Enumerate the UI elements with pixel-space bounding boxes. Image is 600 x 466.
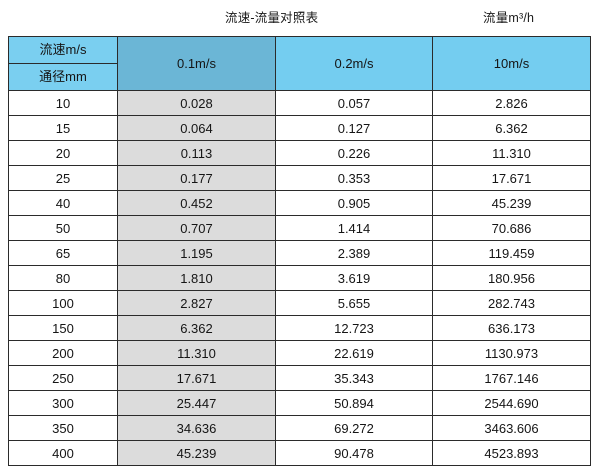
cell-flow-10ms: 17.671 <box>432 165 591 191</box>
column-header-0.1ms[interactable]: 0.1m/s <box>117 36 276 91</box>
cell-flow-10ms: 1130.973 <box>432 340 591 366</box>
cell-flow-0.1ms: 0.064 <box>117 115 276 141</box>
cell-flow-0.2ms: 50.894 <box>275 390 433 416</box>
cell-flow-0.2ms: 5.655 <box>275 290 433 316</box>
table-header-row-top: 流速m/s 0.1m/s 0.2m/s 10m/s <box>8 36 591 91</box>
cell-nominal-diameter: 250 <box>8 365 118 391</box>
cell-nominal-diameter: 20 <box>8 140 118 166</box>
cell-flow-0.2ms: 22.619 <box>275 340 433 366</box>
cell-flow-0.1ms: 25.447 <box>117 390 276 416</box>
cell-flow-0.1ms: 0.028 <box>117 90 276 116</box>
cell-flow-0.1ms: 17.671 <box>117 365 276 391</box>
table-row: 20 0.113 0.226 11.310 <box>8 140 591 166</box>
cell-nominal-diameter: 300 <box>8 390 118 416</box>
cell-flow-0.1ms: 45.239 <box>117 440 276 466</box>
table-row: 350 34.636 69.272 3463.606 <box>8 415 591 441</box>
cell-flow-10ms: 3463.606 <box>432 415 591 441</box>
cell-flow-0.1ms: 1.810 <box>117 265 276 291</box>
table-row: 200 11.310 22.619 1130.973 <box>8 340 591 366</box>
cell-nominal-diameter: 350 <box>8 415 118 441</box>
table-row: 250 17.671 35.343 1767.146 <box>8 365 591 391</box>
cell-flow-0.2ms: 35.343 <box>275 365 433 391</box>
cell-flow-0.1ms: 0.452 <box>117 190 276 216</box>
cell-flow-10ms: 282.743 <box>432 290 591 316</box>
cell-flow-10ms: 45.239 <box>432 190 591 216</box>
table-row: 65 1.195 2.389 119.459 <box>8 240 591 266</box>
corner-header-velocity: 流速m/s <box>8 36 118 64</box>
cell-flow-0.1ms: 34.636 <box>117 415 276 441</box>
cell-flow-0.1ms: 11.310 <box>117 340 276 366</box>
cell-flow-10ms: 4523.893 <box>432 440 591 466</box>
cell-flow-0.1ms: 0.113 <box>117 140 276 166</box>
table-header: 流速m/s 0.1m/s 0.2m/s 10m/s 通径mm <box>8 36 591 91</box>
table-body: 10 0.028 0.057 2.826 15 0.064 0.127 6.362 20 0.11… <box>8 90 591 466</box>
column-header-10ms[interactable]: 10m/s <box>432 36 591 91</box>
cell-flow-10ms: 2.826 <box>432 90 591 116</box>
cell-flow-0.2ms: 90.478 <box>275 440 433 466</box>
cell-nominal-diameter: 25 <box>8 165 118 191</box>
cell-flow-10ms: 2544.690 <box>432 390 591 416</box>
cell-flow-10ms: 1767.146 <box>432 365 591 391</box>
cell-nominal-diameter: 80 <box>8 265 118 291</box>
cell-flow-0.1ms: 2.827 <box>117 290 276 316</box>
cell-nominal-diameter: 50 <box>8 215 118 241</box>
cell-flow-0.1ms: 6.362 <box>117 315 276 341</box>
cell-nominal-diameter: 15 <box>8 115 118 141</box>
cell-flow-0.2ms: 0.226 <box>275 140 433 166</box>
cell-nominal-diameter: 10 <box>8 90 118 116</box>
cell-flow-10ms: 70.686 <box>432 215 591 241</box>
cell-flow-0.2ms: 12.723 <box>275 315 433 341</box>
cell-flow-0.2ms: 3.619 <box>275 265 433 291</box>
cell-flow-0.2ms: 2.389 <box>275 240 433 266</box>
cell-flow-0.2ms: 0.905 <box>275 190 433 216</box>
cell-flow-10ms: 180.956 <box>432 265 591 291</box>
cell-flow-0.1ms: 0.707 <box>117 215 276 241</box>
page-title: 流速-流量对照表 <box>225 11 319 25</box>
cell-nominal-diameter: 40 <box>8 190 118 216</box>
cell-flow-0.1ms: 1.195 <box>117 240 276 266</box>
cell-nominal-diameter: 400 <box>8 440 118 466</box>
cell-flow-10ms: 636.173 <box>432 315 591 341</box>
table-row: 40 0.452 0.905 45.239 <box>8 190 591 216</box>
table-row: 15 0.064 0.127 6.362 <box>8 115 591 141</box>
cell-flow-0.2ms: 0.057 <box>275 90 433 116</box>
table-row: 50 0.707 1.414 70.686 <box>8 215 591 241</box>
table-row: 300 25.447 50.894 2544.690 <box>8 390 591 416</box>
column-header-0.2ms[interactable]: 0.2m/s <box>275 36 433 91</box>
cell-flow-10ms: 119.459 <box>432 240 591 266</box>
cell-flow-0.1ms: 0.177 <box>117 165 276 191</box>
cell-flow-0.2ms: 69.272 <box>275 415 433 441</box>
cell-flow-0.2ms: 1.414 <box>275 215 433 241</box>
cell-nominal-diameter: 200 <box>8 340 118 366</box>
caption-strip: 流速-流量对照表 流量m³/h <box>0 0 600 36</box>
flow-rate-table: 流速m/s 0.1m/s 0.2m/s 10m/s 通径mm 10 0.028 0.… <box>8 36 591 466</box>
flow-rate-table-wrapper: 流速m/s 0.1m/s 0.2m/s 10m/s 通径mm 10 0.028 0.… <box>8 36 591 466</box>
cell-flow-0.2ms: 0.127 <box>275 115 433 141</box>
corner-header-diameter: 通径mm <box>8 63 118 91</box>
table-row: 150 6.362 12.723 636.173 <box>8 315 591 341</box>
table-header-row-bottom: 通径mm <box>8 63 591 91</box>
cell-flow-10ms: 6.362 <box>432 115 591 141</box>
table-row: 100 2.827 5.655 282.743 <box>8 290 591 316</box>
table-row: 80 1.810 3.619 180.956 <box>8 265 591 291</box>
unit-label: 流量m³/h <box>483 11 535 25</box>
table-row: 10 0.028 0.057 2.826 <box>8 90 591 116</box>
cell-nominal-diameter: 100 <box>8 290 118 316</box>
cell-nominal-diameter: 65 <box>8 240 118 266</box>
table-row: 400 45.239 90.478 4523.893 <box>8 440 591 466</box>
table-row: 25 0.177 0.353 17.671 <box>8 165 591 191</box>
cell-flow-10ms: 11.310 <box>432 140 591 166</box>
cell-flow-0.2ms: 0.353 <box>275 165 433 191</box>
cell-nominal-diameter: 150 <box>8 315 118 341</box>
